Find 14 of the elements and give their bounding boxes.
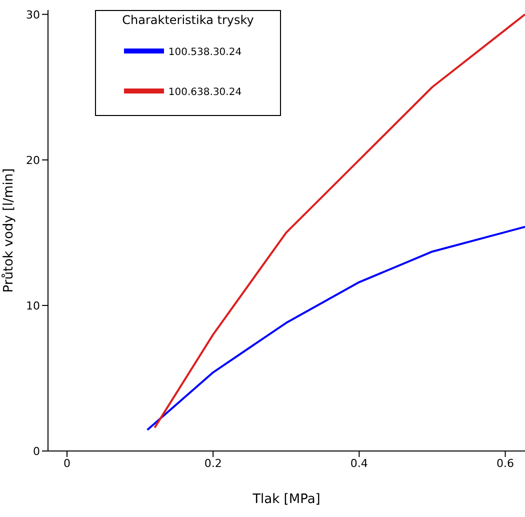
x-tick-label: 0.2 (204, 456, 222, 470)
y-tick-label: 0 (33, 444, 40, 458)
x-tick-label: 0.4 (350, 456, 368, 470)
y-axis-title: Průtok vody [l/min] (0, 168, 17, 293)
x-tick-label: 0 (63, 456, 70, 470)
x-axis-title: Tlak [MPa] (252, 492, 320, 507)
y-tick-label: 20 (26, 154, 40, 167)
y-tick-label: 30 (26, 8, 40, 22)
legend-label: 100.638.30.24 (168, 87, 242, 98)
y-tick-label: 10 (26, 299, 40, 312)
legend-label: 100.538.30.24 (168, 47, 242, 58)
line-series (146, 226, 525, 431)
x-tick-label: 0.6 (496, 456, 514, 470)
legend-title: Charakteristika trysky (121, 13, 255, 27)
